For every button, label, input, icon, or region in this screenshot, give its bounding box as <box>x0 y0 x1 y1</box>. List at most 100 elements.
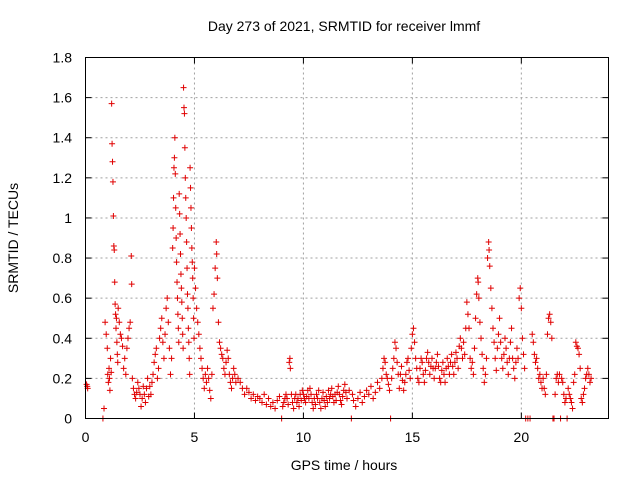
data-point <box>463 299 470 306</box>
data-point <box>313 391 320 398</box>
data-point <box>180 104 187 111</box>
y-tick-label: 1.2 <box>53 170 73 186</box>
data-point <box>403 359 410 366</box>
data-point <box>252 397 259 404</box>
data-point <box>473 291 480 298</box>
data-point <box>306 385 313 392</box>
data-point <box>146 383 153 390</box>
data-point <box>151 359 158 366</box>
data-point <box>584 365 591 372</box>
data-point <box>346 387 353 394</box>
data-point <box>423 355 430 362</box>
data-point <box>574 345 581 352</box>
data-point <box>110 212 117 219</box>
data-point <box>182 174 189 181</box>
data-point <box>496 315 503 322</box>
data-point <box>378 375 385 382</box>
data-point <box>426 371 433 378</box>
data-point <box>552 391 559 398</box>
data-point <box>170 224 177 231</box>
data-point <box>180 84 187 91</box>
data-point <box>193 305 200 312</box>
data-point <box>454 355 461 362</box>
y-tick-label: 1.6 <box>53 90 73 106</box>
data-point <box>354 395 361 402</box>
data-point <box>179 331 186 338</box>
data-point <box>128 253 135 260</box>
data-point <box>181 144 188 151</box>
data-point <box>559 379 566 386</box>
data-point <box>464 311 471 318</box>
data-point <box>486 263 493 270</box>
data-point <box>267 403 274 410</box>
y-tick-label: 1.4 <box>53 130 73 146</box>
data-point <box>263 401 270 408</box>
data-point <box>126 325 133 332</box>
data-point <box>142 399 149 406</box>
data-point <box>248 395 255 402</box>
data-point <box>379 365 386 372</box>
data-point <box>582 375 589 382</box>
data-point <box>414 375 421 382</box>
data-point <box>296 403 303 410</box>
data-point <box>200 375 207 382</box>
data-point <box>280 399 287 406</box>
data-point <box>113 315 120 322</box>
data-point <box>498 355 505 362</box>
data-point <box>344 395 350 402</box>
data-point <box>286 359 293 366</box>
data-point <box>290 405 297 412</box>
data-point <box>293 399 300 406</box>
data-point <box>300 391 307 398</box>
data-point <box>357 389 364 396</box>
data-point <box>215 319 222 326</box>
data-point <box>111 279 118 286</box>
data-point <box>510 365 517 372</box>
data-point <box>269 399 276 406</box>
data-point <box>451 359 458 366</box>
data-point <box>101 405 108 412</box>
data-point <box>189 259 196 266</box>
data-point <box>163 305 170 312</box>
data-point <box>396 385 403 392</box>
data-point <box>103 331 110 338</box>
data-point <box>458 345 465 352</box>
data-point <box>569 405 576 412</box>
data-point <box>440 371 447 378</box>
data-point <box>398 363 405 370</box>
data-point <box>457 335 464 342</box>
y-tick-label: 1 <box>64 210 72 226</box>
data-point <box>521 365 528 372</box>
data-point <box>216 339 223 346</box>
data-point <box>140 383 147 390</box>
data-point <box>111 247 118 254</box>
data-point <box>287 365 294 372</box>
data-point <box>545 315 552 322</box>
data-point <box>189 275 196 282</box>
data-point <box>279 403 286 410</box>
data-point <box>133 389 140 396</box>
data-point <box>529 331 536 338</box>
data-point <box>298 397 305 404</box>
data-point <box>508 325 515 332</box>
data-point <box>468 365 475 372</box>
data-point <box>484 255 491 262</box>
data-point <box>117 331 124 338</box>
data-point <box>201 385 208 392</box>
data-point <box>541 385 548 392</box>
data-point <box>285 401 292 408</box>
data-point <box>282 391 289 398</box>
data-point <box>309 399 316 406</box>
y-tick-label: 1.8 <box>53 50 73 66</box>
data-point <box>560 391 567 398</box>
data-point <box>178 299 185 306</box>
data-point <box>162 331 169 338</box>
data-point <box>144 375 151 382</box>
data-point <box>203 379 210 386</box>
data-point <box>428 355 435 362</box>
data-point <box>580 391 587 398</box>
data-point <box>185 325 192 332</box>
data-point <box>511 375 518 382</box>
data-point <box>152 351 159 358</box>
data-point <box>294 395 301 402</box>
